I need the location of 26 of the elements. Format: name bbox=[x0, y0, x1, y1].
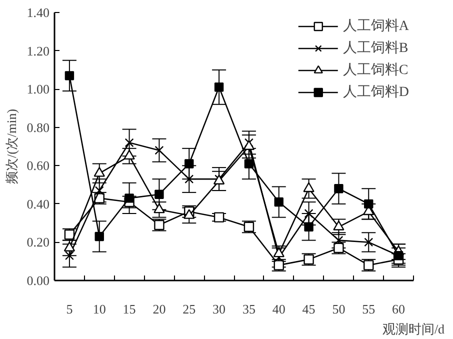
x-tick-label: 50 bbox=[332, 302, 346, 316]
y-tick-label: 0.80 bbox=[26, 120, 50, 135]
x-tick-label: 30 bbox=[212, 302, 226, 316]
legend-label: 人工饲料D bbox=[342, 84, 409, 101]
x-tick-label: 20 bbox=[152, 302, 166, 316]
legend-label: 人工饲料C bbox=[342, 62, 408, 79]
y-tick-label: 0.20 bbox=[26, 234, 50, 250]
y-axis-title: 频次/(次/min) bbox=[4, 108, 19, 184]
x-tick-label: 40 bbox=[272, 302, 286, 316]
x-tick-label: 10 bbox=[92, 302, 106, 316]
x-axis-title: 观测时间/d bbox=[382, 322, 446, 336]
x-tick-label: 55 bbox=[362, 302, 376, 316]
x-tick-label: 35 bbox=[242, 302, 256, 316]
y-tick-label: 0.60 bbox=[26, 158, 50, 174]
y-tick-label: 1.00 bbox=[26, 82, 50, 97]
y-tick-label: 0.00 bbox=[26, 273, 50, 288]
y-tick-label: 0.40 bbox=[26, 196, 50, 212]
legend-label: 人工饲料B bbox=[342, 40, 408, 57]
x-tick-label: 5 bbox=[66, 302, 73, 316]
legend-label: 人工饲料A bbox=[342, 18, 409, 35]
x-tick-label: 60 bbox=[392, 302, 406, 316]
x-tick-label: 45 bbox=[302, 302, 316, 316]
y-tick-label: 1.20 bbox=[26, 43, 50, 58]
y-tick-label: 1.40 bbox=[26, 5, 50, 20]
x-tick-label: 25 bbox=[182, 302, 196, 316]
x-tick-label: 15 bbox=[122, 302, 136, 316]
